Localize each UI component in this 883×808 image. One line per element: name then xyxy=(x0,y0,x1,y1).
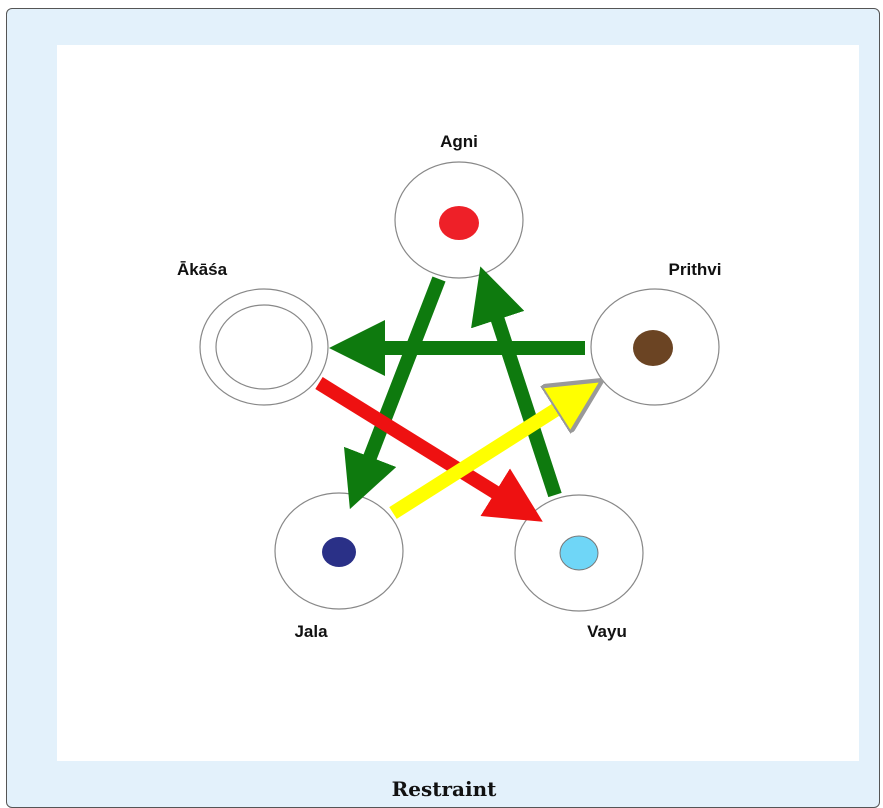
fire-dot xyxy=(439,206,479,240)
water-dot xyxy=(322,537,356,567)
diagram: Agni Prithvi Vayu Jala Ākāśa xyxy=(57,45,859,761)
node-circles xyxy=(199,161,720,612)
node-label: Agni xyxy=(440,132,478,151)
air-dot xyxy=(559,535,599,571)
node-label: Vayu xyxy=(587,622,627,641)
diagram-bg xyxy=(57,45,859,761)
node-label: Jala xyxy=(294,622,328,641)
arrows xyxy=(315,266,585,522)
node-label: Prithvi xyxy=(669,260,722,279)
figure-frame: Agni Prithvi Vayu Jala Ākāśa Restraint xyxy=(6,8,880,808)
earth-dot xyxy=(633,330,673,366)
caption: Restraint xyxy=(391,777,497,801)
node-label: Ākāśa xyxy=(177,260,228,279)
